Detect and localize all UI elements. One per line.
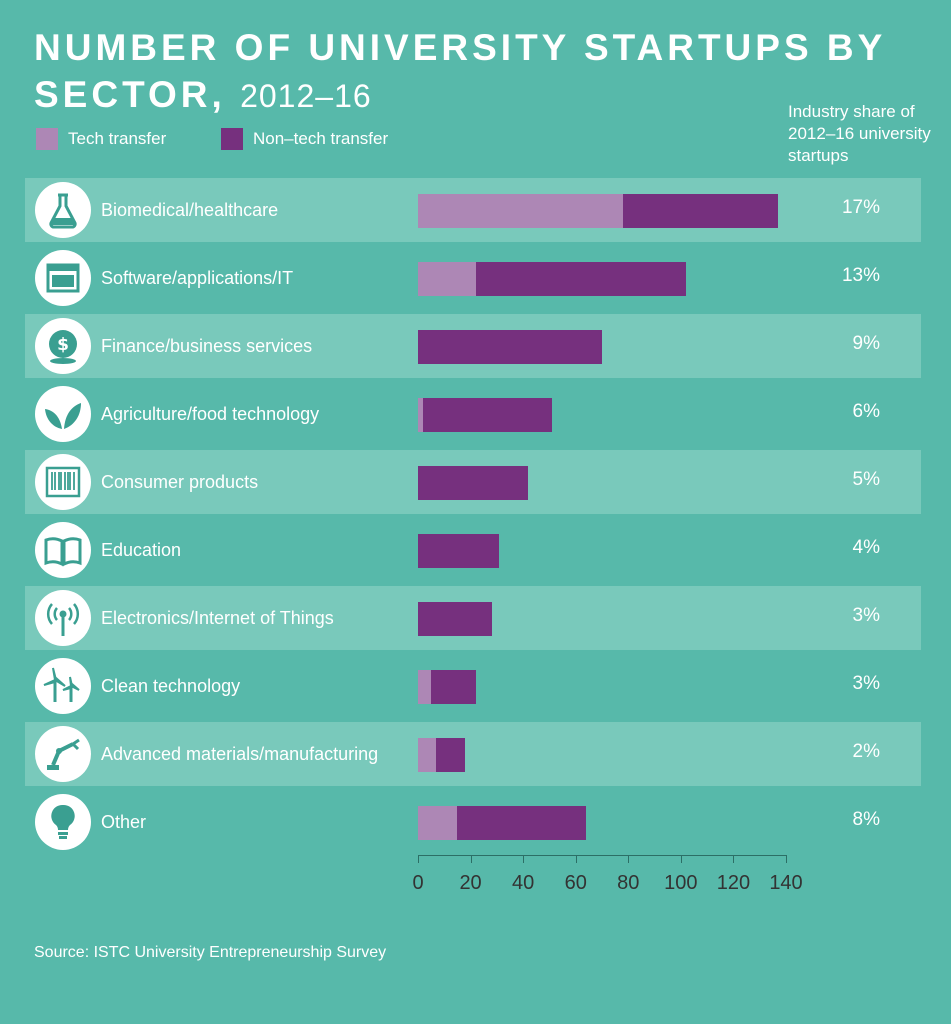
- lightbulb-icon: [35, 794, 91, 850]
- x-tick-label: 100: [664, 872, 698, 894]
- row-biomedical-healthcare: Biomedical/healthcare 17%: [25, 178, 921, 242]
- bar-non-tech-transfer-finance-business-services: [418, 330, 602, 364]
- category-label: Software/applications/IT: [101, 268, 294, 288]
- legend-item-tech: Tech transfer: [36, 128, 166, 150]
- x-tick: [733, 855, 735, 863]
- leaves-icon: [35, 386, 91, 442]
- svg-text:$: $: [57, 335, 69, 355]
- row-software-applications-it: Software/applications/IT 13%: [25, 246, 921, 310]
- bar-non-tech-transfer-other: [457, 806, 587, 840]
- category-label: Agriculture/food technology: [101, 404, 320, 424]
- share-value: 8%: [852, 809, 880, 830]
- x-tick-label: 20: [459, 872, 482, 894]
- wind-turbine-icon: [35, 658, 91, 714]
- share-value: 6%: [852, 401, 880, 422]
- x-tick-label: 0: [412, 872, 424, 894]
- bar-tech-transfer-advanced-materials-manufacturing: [418, 738, 437, 772]
- x-tick-label: 120: [716, 872, 751, 894]
- share-value: 4%: [852, 537, 880, 558]
- x-tick: [786, 855, 787, 863]
- chart-title-main: NUMBER OF UNIVERSITY STARTUPS BY SECTOR,: [34, 27, 886, 115]
- bar-non-tech-transfer-consumer-products: [418, 466, 529, 500]
- share-value: 5%: [852, 469, 880, 490]
- chart-title-years: 2012–16: [240, 78, 372, 114]
- legend-swatch-nontech: [221, 128, 243, 150]
- x-tick: [575, 855, 577, 863]
- row-agriculture-food-technology: Agriculture/food technology 6%: [25, 382, 921, 446]
- robot-arm-icon: [35, 726, 91, 782]
- category-label: Education: [101, 540, 182, 560]
- antenna-icon: [35, 590, 91, 646]
- share-value: 13%: [841, 265, 880, 286]
- x-axis-line: [418, 855, 786, 856]
- bar-tech-transfer-clean-technology: [418, 670, 432, 704]
- x-tick: [680, 855, 682, 863]
- row-consumer-products: Consumer products 5%: [25, 450, 921, 514]
- chart-title: NUMBER OF UNIVERSITY STARTUPS BY SECTOR,…: [34, 24, 914, 120]
- x-tick: [418, 855, 419, 863]
- x-tick-label: 40: [512, 872, 535, 894]
- bar-tech-transfer-biomedical-healthcare: [418, 194, 624, 228]
- x-tick-label: 140: [769, 872, 803, 894]
- bar-non-tech-transfer-electronics-internet-of-things: [418, 602, 492, 636]
- category-label: Electronics/Internet of Things: [101, 608, 334, 628]
- share-column-header: Industry share of 2012–16 university sta…: [788, 102, 931, 165]
- category-label: Consumer products: [101, 472, 259, 492]
- x-tick: [470, 855, 472, 863]
- row-advanced-materials-manufacturing: Advanced materials/manufacturing 2%: [25, 722, 921, 786]
- share-value: 2%: [852, 741, 880, 762]
- bar-tech-transfer-agriculture-food-technology: [418, 398, 424, 432]
- share-value: 17%: [841, 197, 880, 218]
- row-clean-technology: Clean technology 3%: [25, 654, 921, 718]
- row-finance-business-services: $ Finance/business services 9%: [25, 314, 921, 378]
- category-label: Other: [101, 812, 147, 832]
- browser-window-icon: [35, 250, 91, 306]
- share-value: 3%: [852, 605, 880, 626]
- legend-item-nontech: Non–tech transfer: [221, 128, 388, 150]
- bar-tech-transfer-other: [418, 806, 458, 840]
- category-label: Biomedical/healthcare: [101, 200, 279, 220]
- row-other: Other 8%: [25, 790, 921, 854]
- bar-non-tech-transfer-clean-technology: [431, 670, 476, 704]
- barcode-icon: [35, 454, 91, 510]
- share-value: 9%: [852, 333, 880, 354]
- category-label: Clean technology: [101, 676, 241, 696]
- category-label: Finance/business services: [101, 336, 313, 356]
- row-electronics-internet-of-things: Electronics/Internet of Things 3%: [25, 586, 921, 650]
- legend-label-nontech: Non–tech transfer: [253, 129, 389, 148]
- bar-tech-transfer-software-applications-it: [418, 262, 476, 296]
- book-icon: [35, 522, 91, 578]
- x-tick: [628, 855, 630, 863]
- share-value: 3%: [852, 673, 880, 694]
- source-note: Source: ISTC University Entrepreneurship…: [34, 944, 387, 961]
- bar-non-tech-transfer-education: [418, 534, 500, 568]
- row-education: Education 4%: [25, 518, 921, 582]
- bar-non-tech-transfer-agriculture-food-technology: [423, 398, 553, 432]
- legend-swatch-tech: [36, 128, 58, 150]
- bar-non-tech-transfer-advanced-materials-manufacturing: [436, 738, 466, 772]
- category-label: Advanced materials/manufacturing: [101, 744, 379, 764]
- legend-label-tech: Tech transfer: [68, 129, 167, 148]
- x-tick-label: 80: [617, 872, 640, 894]
- x-tick: [523, 855, 525, 863]
- flask-icon: [35, 182, 91, 238]
- bar-non-tech-transfer-software-applications-it: [475, 262, 687, 296]
- coin-dollar-icon: $: [35, 318, 91, 374]
- bar-non-tech-transfer-biomedical-healthcare: [623, 194, 779, 228]
- x-tick-label: 60: [564, 872, 587, 894]
